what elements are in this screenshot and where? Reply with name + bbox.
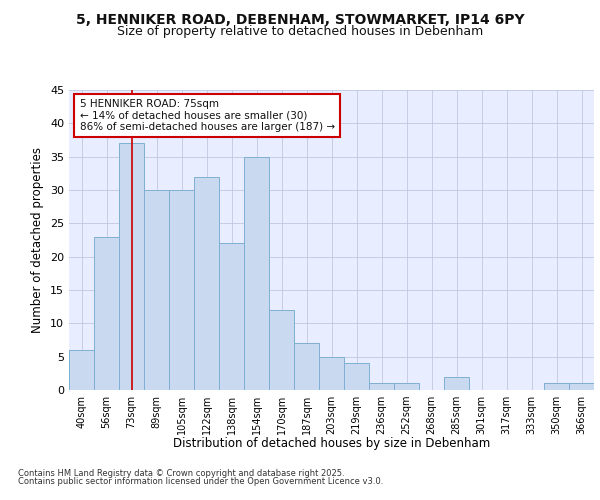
Bar bbox=[169, 190, 194, 390]
Bar bbox=[544, 384, 569, 390]
Bar bbox=[294, 344, 319, 390]
Text: Contains HM Land Registry data © Crown copyright and database right 2025.: Contains HM Land Registry data © Crown c… bbox=[18, 468, 344, 477]
Text: 5, HENNIKER ROAD, DEBENHAM, STOWMARKET, IP14 6PY: 5, HENNIKER ROAD, DEBENHAM, STOWMARKET, … bbox=[76, 12, 524, 26]
Bar bbox=[569, 384, 594, 390]
Bar bbox=[94, 236, 119, 390]
Bar bbox=[369, 384, 394, 390]
X-axis label: Distribution of detached houses by size in Debenham: Distribution of detached houses by size … bbox=[173, 437, 490, 450]
Bar bbox=[319, 356, 344, 390]
Text: Contains public sector information licensed under the Open Government Licence v3: Contains public sector information licen… bbox=[18, 477, 383, 486]
Bar bbox=[119, 144, 144, 390]
Y-axis label: Number of detached properties: Number of detached properties bbox=[31, 147, 44, 333]
Bar bbox=[144, 190, 169, 390]
Bar bbox=[244, 156, 269, 390]
Bar bbox=[69, 350, 94, 390]
Bar bbox=[269, 310, 294, 390]
Bar bbox=[444, 376, 469, 390]
Bar bbox=[219, 244, 244, 390]
Bar bbox=[394, 384, 419, 390]
Bar bbox=[194, 176, 219, 390]
Bar bbox=[344, 364, 369, 390]
Text: Size of property relative to detached houses in Debenham: Size of property relative to detached ho… bbox=[117, 25, 483, 38]
Text: 5 HENNIKER ROAD: 75sqm
← 14% of detached houses are smaller (30)
86% of semi-det: 5 HENNIKER ROAD: 75sqm ← 14% of detached… bbox=[79, 99, 335, 132]
